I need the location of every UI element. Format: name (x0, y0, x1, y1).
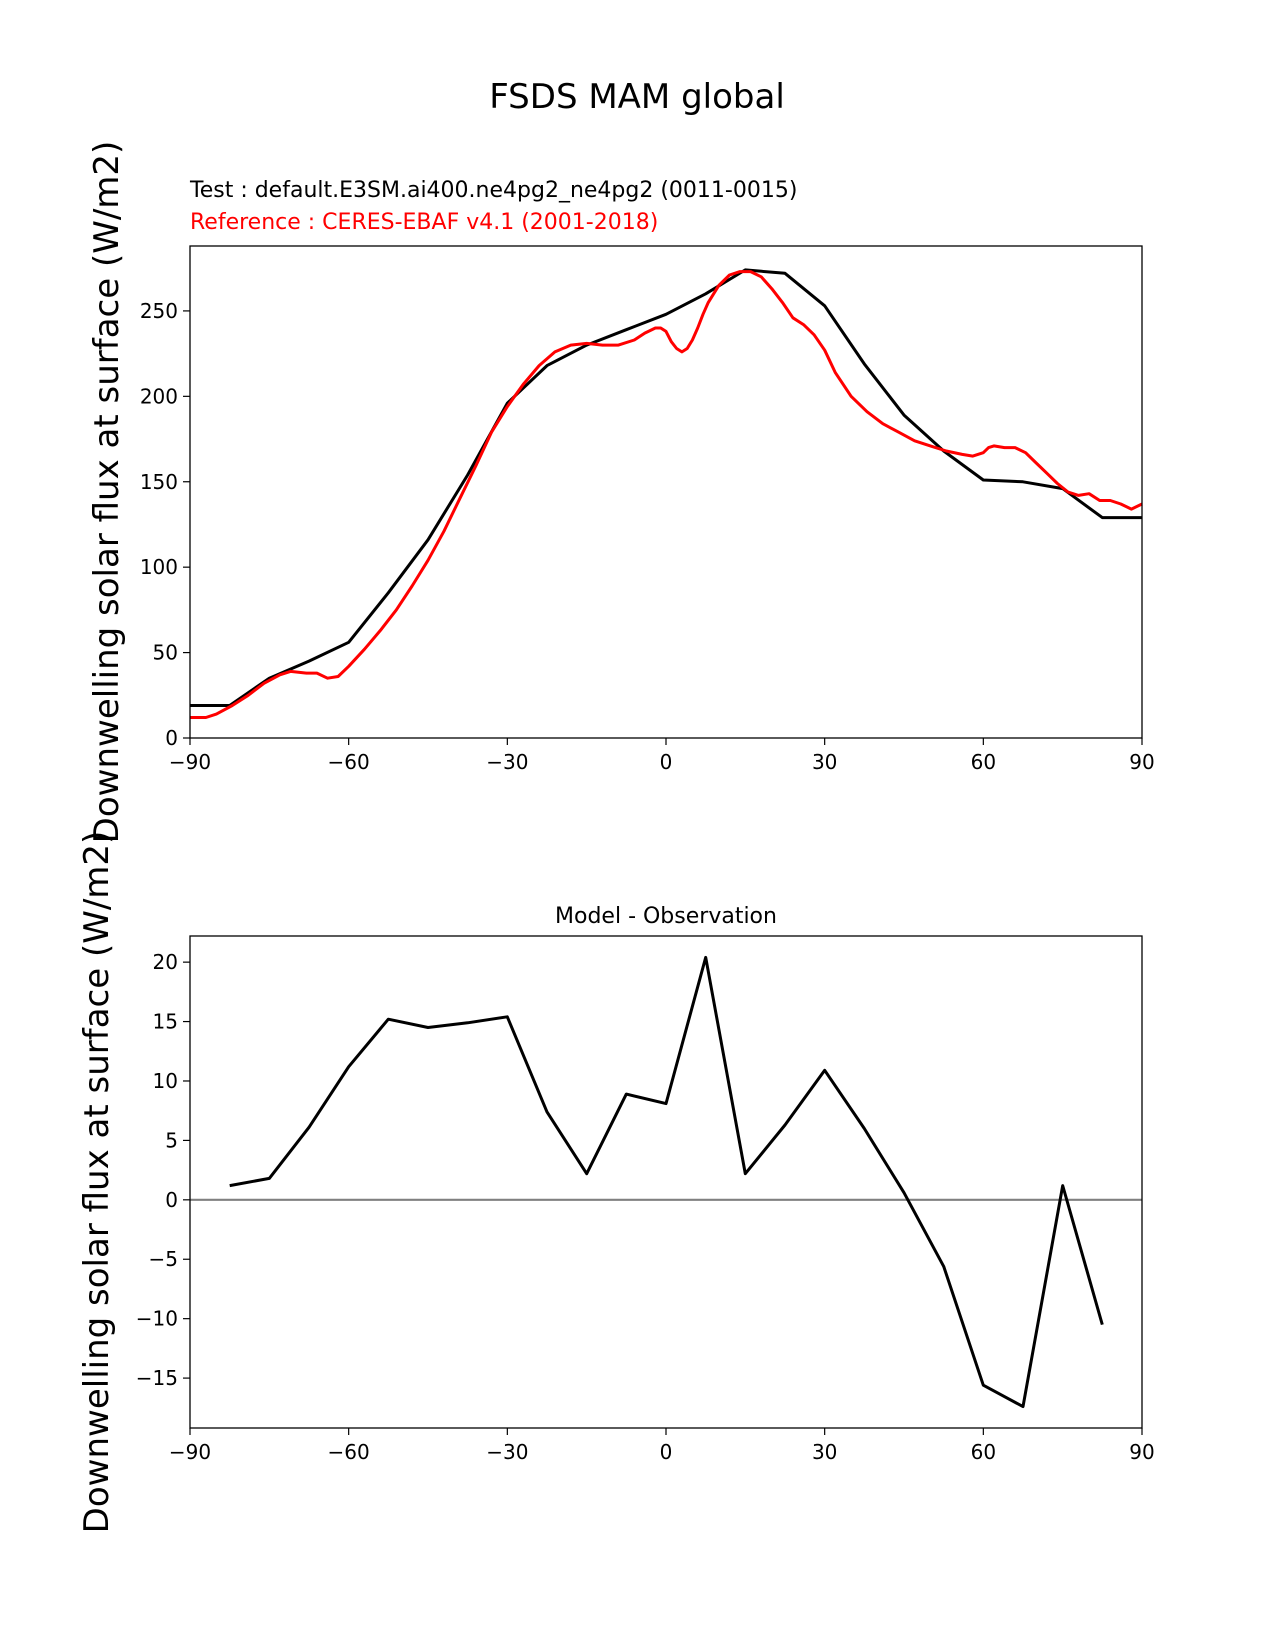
y-tick-label: 5 (165, 1128, 178, 1152)
y-tick-label: 250 (140, 299, 178, 323)
y-tick-label: −15 (136, 1366, 178, 1390)
test-series-line (190, 268, 1142, 707)
difference-title: Model - Observation (555, 904, 777, 929)
difference-series-line (229, 955, 1104, 1409)
figure-title: FSDS MAM global (489, 77, 785, 117)
y-tick-label: 15 (153, 1010, 178, 1034)
difference-plot-area (190, 955, 1142, 1409)
y-tick-label: 100 (140, 555, 178, 579)
x-tick-label: 90 (1129, 1440, 1154, 1464)
reference-label: Reference : CERES-EBAF v4.1 (2001-2018) (190, 210, 658, 235)
x-tick-label: −60 (328, 1440, 370, 1464)
difference-y-axis-label: Downwelling solar flux at surface (W/m2) (77, 831, 117, 1534)
difference-ticks: −90 −60 −30 0 30 60 90 −15 −10 −5 0 5 10 15 20 (136, 950, 1155, 1464)
y-tick-label: 0 (165, 726, 178, 750)
x-tick-label: −30 (486, 750, 528, 774)
y-tick-label: 200 (140, 384, 178, 408)
difference-axes-frame (189, 935, 1143, 1429)
x-tick-label: 30 (812, 750, 837, 774)
x-tick-label: 0 (660, 750, 673, 774)
y-tick-label: −10 (136, 1307, 178, 1331)
x-tick-label: −90 (169, 750, 211, 774)
comparison-ticks: −90 −60 −30 0 30 60 90 0 50 100 150 200 250 (140, 299, 1155, 774)
x-tick-label: 60 (971, 750, 996, 774)
y-tick-label: 0 (165, 1188, 178, 1212)
x-tick-label: −90 (169, 1440, 211, 1464)
x-tick-label: 0 (660, 1440, 673, 1464)
y-tick-label: 150 (140, 470, 178, 494)
x-tick-label: −30 (486, 1440, 528, 1464)
reference-series-line (190, 270, 1143, 719)
comparison-plot-area (190, 268, 1143, 719)
x-tick-label: 30 (812, 1440, 837, 1464)
comparison-y-axis-label: Downwelling solar flux at surface (W/m2) (87, 141, 127, 844)
y-tick-label: 50 (153, 641, 178, 665)
x-tick-label: −60 (328, 750, 370, 774)
x-tick-label: 60 (971, 1440, 996, 1464)
x-tick-label: 90 (1129, 750, 1154, 774)
comparison-axes-frame (189, 245, 1143, 739)
y-tick-label: 10 (153, 1069, 178, 1093)
test-label: Test : default.E3SM.ai400.ne4pg2_ne4pg2 … (189, 178, 797, 203)
panel-comparison: Test : default.E3SM.ai400.ne4pg2_ne4pg2 … (87, 141, 1155, 844)
y-tick-label: 20 (153, 950, 178, 974)
panel-difference: Model - Observation −90 −60 −30 0 30 60 90−15−… (77, 831, 1155, 1534)
y-tick-label: −5 (149, 1247, 178, 1271)
